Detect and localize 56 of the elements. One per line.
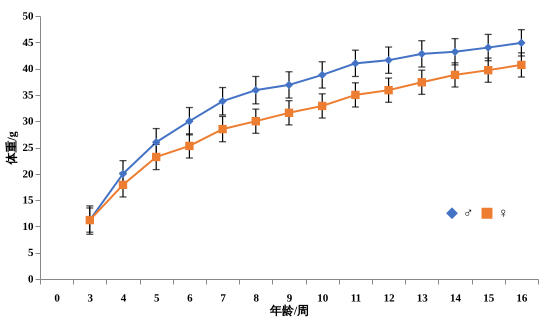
point [318, 70, 326, 80]
y-tick-label: 40 [22, 63, 34, 76]
point [418, 78, 426, 86]
y-tick-label: 35 [22, 89, 34, 102]
x-tick-label: 15 [483, 292, 495, 304]
x-tick-label: 12 [384, 292, 396, 304]
point [152, 138, 160, 146]
x-tick-label: 10 [317, 292, 329, 304]
point [252, 117, 260, 126]
legend-label: ♂ [463, 206, 474, 222]
x-tick-label: 4 [120, 292, 127, 304]
y-tick-label: 25 [22, 142, 34, 154]
y-tick-label: 45 [22, 36, 34, 49]
point [384, 56, 393, 64]
x-tick-label: 9 [286, 292, 293, 304]
point [218, 97, 227, 106]
y-tick-label: 15 [22, 194, 34, 207]
x-tick-label: 6 [187, 292, 194, 304]
point [118, 170, 128, 178]
x-tick-label: 5 [154, 292, 160, 304]
x-tick-label: 11 [350, 292, 362, 304]
x-tick-label: 0 [54, 292, 60, 304]
y-tick-label: 5 [28, 247, 34, 260]
point [118, 180, 128, 190]
x-tick-label: 13 [416, 292, 428, 304]
point [152, 152, 160, 162]
point [218, 124, 227, 134]
y-tick-label: 30 [22, 116, 34, 128]
point [252, 86, 260, 94]
x-tick-label: 3 [88, 292, 94, 304]
x-axis-title: 年龄/周 [268, 304, 310, 318]
point [284, 108, 294, 117]
point [284, 80, 294, 90]
point [517, 38, 526, 48]
x-tick-label: 7 [220, 292, 226, 304]
y-tick-label: 20 [22, 168, 34, 180]
y-tick-label: 10 [22, 220, 34, 233]
point [185, 117, 194, 126]
point [450, 70, 460, 80]
point [351, 59, 360, 68]
y-tick-label: 50 [22, 10, 34, 22]
point [484, 43, 492, 52]
point [418, 50, 426, 58]
legend-label: ♀ [498, 206, 508, 222]
y-axis-title: 体重/g [4, 131, 18, 166]
point [517, 60, 526, 70]
x-tick-label: 14 [450, 292, 462, 304]
x-tick-label: 8 [254, 292, 260, 304]
point [450, 48, 460, 56]
point [318, 102, 326, 110]
y-tick-label: 0 [28, 274, 34, 286]
x-tick-label: 16 [516, 292, 528, 304]
point [484, 66, 492, 74]
point [351, 90, 360, 100]
point [384, 86, 393, 94]
point [185, 142, 194, 150]
